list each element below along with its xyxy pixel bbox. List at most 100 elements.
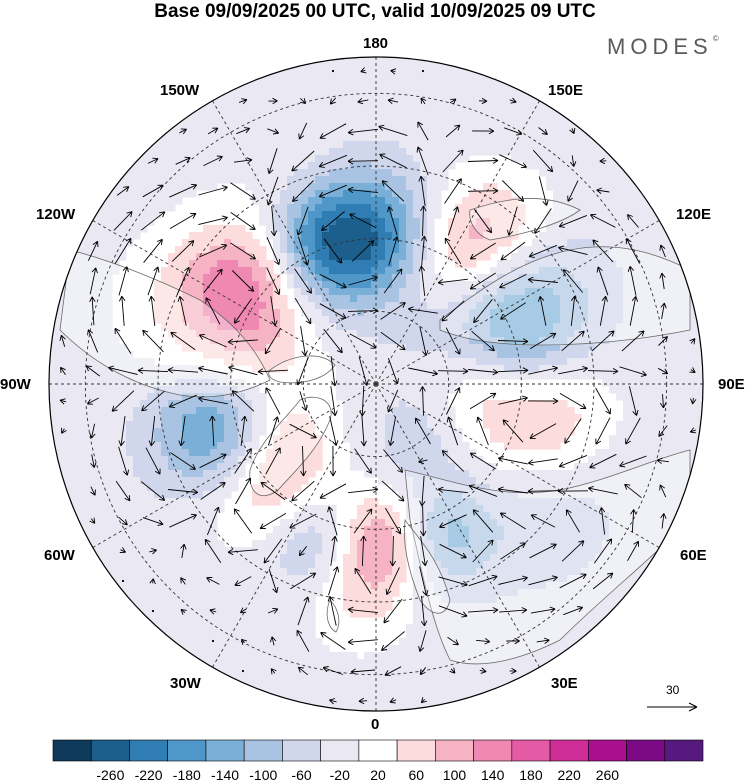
field-cell xyxy=(371,106,379,114)
field-cell xyxy=(56,337,64,345)
field-cell xyxy=(252,295,260,303)
field-cell xyxy=(308,197,316,205)
field-cell xyxy=(329,316,337,324)
field-cell xyxy=(294,106,302,114)
field-cell xyxy=(84,428,92,436)
field-cell xyxy=(315,442,323,450)
field-cell xyxy=(700,435,703,443)
field-cell xyxy=(287,414,295,422)
field-cell xyxy=(112,498,120,506)
field-cell xyxy=(238,421,246,429)
field-cell xyxy=(154,316,162,324)
field-cell xyxy=(217,162,225,170)
field-cell xyxy=(175,547,183,555)
field-cell xyxy=(490,428,498,436)
field-cell xyxy=(301,274,309,282)
field-cell xyxy=(147,449,155,457)
field-cell xyxy=(560,176,568,184)
field-cell xyxy=(637,463,645,471)
field-cell xyxy=(483,239,491,247)
field-cell xyxy=(637,260,645,268)
field-cell xyxy=(497,533,505,541)
field-cell xyxy=(210,225,218,233)
field-cell xyxy=(259,253,267,261)
field-cell xyxy=(315,239,323,247)
field-cell xyxy=(357,288,365,296)
field-cell xyxy=(308,113,316,121)
field-cell xyxy=(525,358,533,366)
field-cell xyxy=(609,225,617,233)
field-cell xyxy=(301,463,309,471)
field-cell xyxy=(245,176,253,184)
field-cell xyxy=(91,435,99,443)
field-cell xyxy=(644,267,652,275)
field-cell xyxy=(294,225,302,233)
field-cell xyxy=(483,197,491,205)
field-cell xyxy=(413,379,421,387)
field-cell xyxy=(154,547,162,555)
field-cell xyxy=(525,246,533,254)
field-cell xyxy=(168,533,176,541)
field-cell xyxy=(441,526,449,534)
field-cell xyxy=(616,190,624,198)
field-cell xyxy=(77,456,85,464)
field-cell xyxy=(371,155,379,163)
field-cell xyxy=(350,253,358,261)
field-cell xyxy=(476,519,484,527)
field-cell xyxy=(616,386,624,394)
field-cell xyxy=(266,365,274,373)
field-cell xyxy=(266,540,274,548)
field-cell xyxy=(469,519,477,527)
field-cell xyxy=(329,183,337,191)
field-cell xyxy=(56,351,64,359)
field-cell xyxy=(567,337,575,345)
field-cell xyxy=(553,351,561,359)
field-cell xyxy=(126,358,134,366)
field-cell xyxy=(560,246,568,254)
field-cell xyxy=(140,449,148,457)
field-cell xyxy=(700,337,703,345)
field-cell xyxy=(294,477,302,485)
field-cell xyxy=(448,99,456,107)
field-cell xyxy=(119,526,127,534)
field-cell xyxy=(126,505,134,513)
field-cell xyxy=(560,526,568,534)
field-cell xyxy=(483,372,491,380)
field-cell xyxy=(350,442,358,450)
field-cell xyxy=(168,267,176,275)
field-cell xyxy=(189,414,197,422)
field-cell xyxy=(224,372,232,380)
field-cell xyxy=(651,414,659,422)
field-cell xyxy=(126,351,134,359)
field-cell xyxy=(224,449,232,457)
field-cell xyxy=(392,253,400,261)
field-cell xyxy=(483,407,491,415)
field-cell xyxy=(154,204,162,212)
field-cell xyxy=(224,288,232,296)
field-cell xyxy=(665,246,673,254)
field-cell xyxy=(602,176,610,184)
field-cell xyxy=(63,470,71,478)
field-cell xyxy=(182,519,190,527)
field-cell xyxy=(392,358,400,366)
field-cell xyxy=(238,414,246,422)
field-cell xyxy=(329,505,337,513)
field-cell xyxy=(133,526,141,534)
field-cell xyxy=(70,323,78,331)
field-cell xyxy=(567,148,575,156)
field-cell xyxy=(441,169,449,177)
field-cell xyxy=(567,134,575,142)
field-cell xyxy=(147,414,155,422)
field-cell xyxy=(168,253,176,261)
field-cell xyxy=(560,547,568,555)
field-cell xyxy=(371,505,379,513)
field-cell xyxy=(126,393,134,401)
field-cell xyxy=(546,274,554,282)
field-cell xyxy=(154,197,162,205)
field-cell xyxy=(644,421,652,429)
field-cell xyxy=(231,148,239,156)
field-cell xyxy=(539,540,547,548)
field-cell xyxy=(483,463,491,471)
field-cell xyxy=(378,141,386,149)
field-cell xyxy=(518,365,526,373)
